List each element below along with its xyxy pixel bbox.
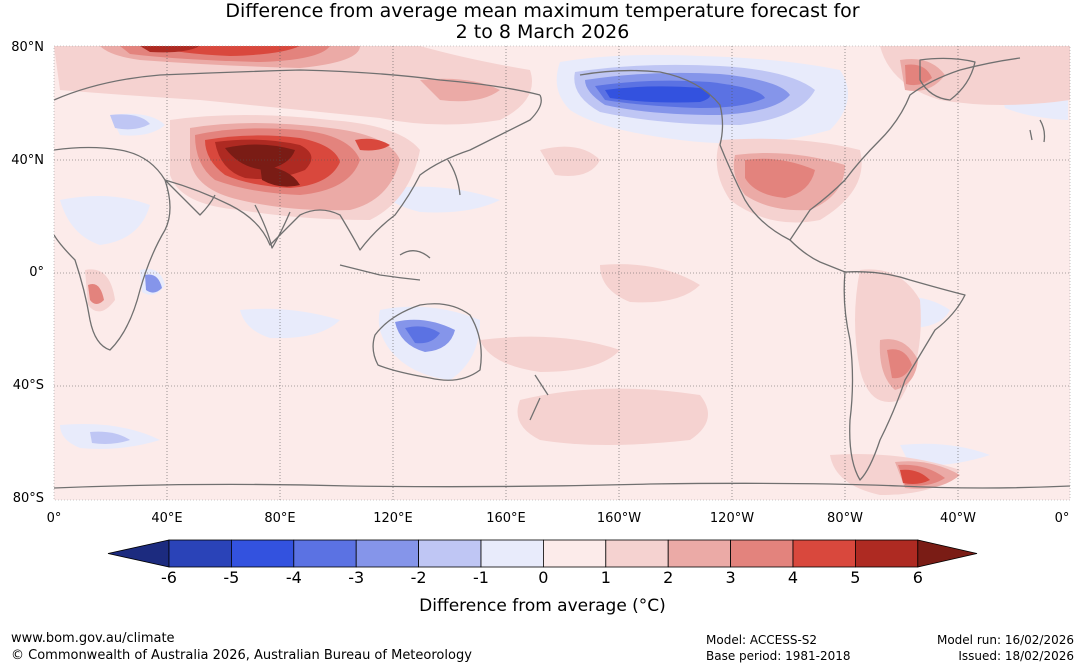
lon-label-40e: 40°E — [151, 511, 183, 526]
lon-label-120e: 120°E — [373, 511, 413, 526]
colorbar-tick-label: -2 — [410, 568, 427, 587]
lon-label-80e: 80°E — [264, 511, 296, 526]
map-title-line-2: 2 to 8 March 2026 — [455, 21, 630, 43]
colorbar-tick-label: 5 — [850, 568, 861, 587]
coastlines — [54, 57, 1070, 489]
lat-label-80s: 80°S — [12, 491, 44, 506]
colorbar-bin — [730, 539, 794, 568]
colorbar-bin — [418, 539, 482, 568]
lon-label-40w: 40°W — [940, 511, 976, 526]
colorbar-tick-label: 1 — [600, 568, 611, 587]
colorbar-tick-label: 2 — [663, 568, 674, 587]
lat-label-40n: 40°N — [11, 153, 44, 168]
colorbar-bin — [168, 539, 232, 568]
lon-label-0: 0° — [46, 511, 62, 526]
lat-label-0: 0° — [29, 265, 44, 280]
colorbar-title: Difference from average (°C) — [419, 596, 666, 616]
website-link[interactable]: www.bom.gov.au/climate — [11, 631, 175, 646]
colorbar-bin — [355, 539, 420, 568]
lon-label-160e: 160°E — [486, 511, 526, 526]
lat-label-40s: 40°S — [12, 378, 44, 393]
lon-label-0-east: 0° — [1054, 511, 1070, 526]
colorbar-tick-label: -4 — [285, 568, 302, 587]
map-frame — [53, 45, 1071, 501]
model-run-date: Model run: 16/02/2026 — [936, 633, 1074, 647]
colorbar-tick-label: 3 — [725, 568, 736, 587]
colorbar-bin — [605, 539, 669, 568]
colorbar-tick-label: 0 — [538, 568, 549, 587]
colorbar-bin — [230, 539, 295, 568]
colorbar-arrow-low — [107, 539, 170, 568]
colorbar-tick-label: -1 — [473, 568, 489, 587]
model-name: Model: ACCESS-S2 — [706, 633, 818, 647]
map-title-line-1: Difference from average mean maximum tem… — [225, 0, 860, 22]
colorbar-tick-label: 6 — [912, 568, 923, 587]
colorbar-bin — [543, 539, 607, 568]
colorbar-bin — [667, 539, 732, 568]
cool-anomaly-moderate — [90, 64, 815, 444]
colorbar-tick-label: -5 — [223, 568, 240, 587]
copyright-text: © Commonwealth of Australia 2026, Austra… — [11, 648, 472, 663]
lon-label-160w: 160°W — [596, 511, 642, 526]
colorbar-bin — [293, 539, 357, 568]
colorbar-bin — [792, 539, 856, 568]
colorbar-arrow-high — [917, 539, 978, 568]
colorbar-tick-label: -3 — [348, 568, 365, 587]
lat-label-80n: 80°N — [11, 40, 44, 55]
lon-label-80w: 80°W — [827, 511, 863, 526]
colorbar-tick-label: -6 — [161, 568, 177, 587]
gridlines — [54, 46, 1070, 500]
colorbar-bin — [480, 539, 544, 568]
issued-date: Issued: 18/02/2026 — [958, 649, 1074, 663]
colorbar-bin — [855, 539, 919, 568]
base-period: Base period: 1981-2018 — [706, 649, 851, 663]
lon-label-120w: 120°W — [709, 511, 755, 526]
colorbar-tick-label: 4 — [787, 568, 799, 587]
